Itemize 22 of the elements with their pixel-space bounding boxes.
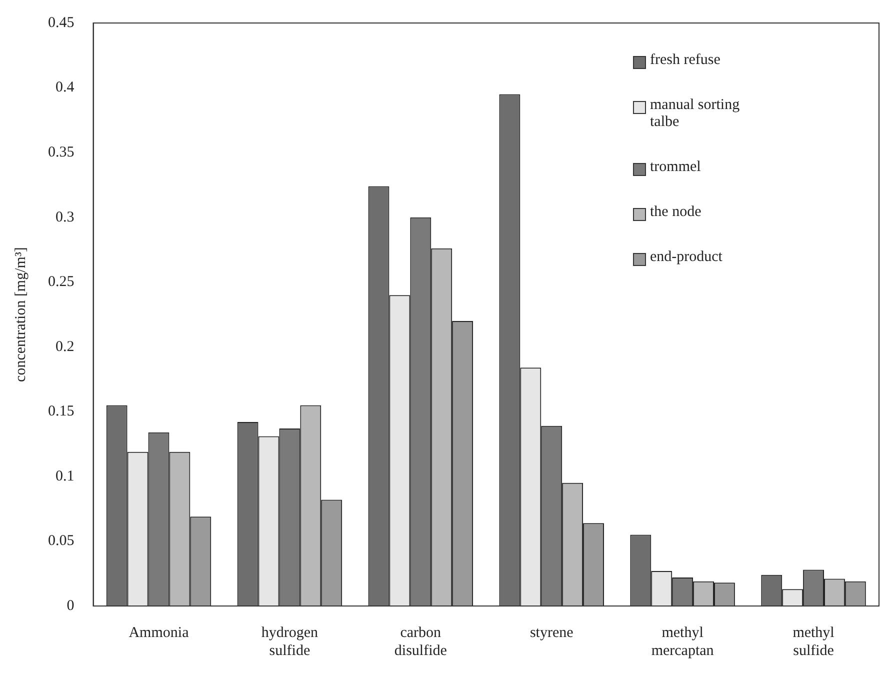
y-tick-label: 0.3 [56,209,74,226]
x-tick-label: carbon disulfide [394,624,448,659]
x-tick-label: hydrogen sulfide [261,624,319,659]
y-tick-label: 0.25 [48,274,74,290]
x-tick-label: Ammonia [128,624,190,641]
y-axis-title: concentration [mg/m³] [12,247,29,382]
y-tick-label: 0 [66,598,74,614]
y-tick-label: 0.2 [56,338,74,355]
x-tick-label: methyl sulfide [792,624,834,659]
y-tick-label: 0.15 [48,404,74,420]
legend-label: fresh refuse [650,52,722,69]
y-tick-label: 0.35 [48,144,74,160]
y-tick-label: 0.4 [56,80,75,96]
legend-label: trommel [650,159,702,176]
y-tick-label: 0.05 [48,533,74,550]
legend-label: end-product [650,249,724,266]
legend-label: the node [650,204,702,221]
x-tick-label: methyl mercaptan [651,624,714,659]
legend-label: manual sorting talbe [650,97,741,131]
y-tick-label: 0.45 [48,14,74,31]
y-tick-label: 0.1 [56,468,74,484]
x-tick-label: styrene [530,624,574,641]
